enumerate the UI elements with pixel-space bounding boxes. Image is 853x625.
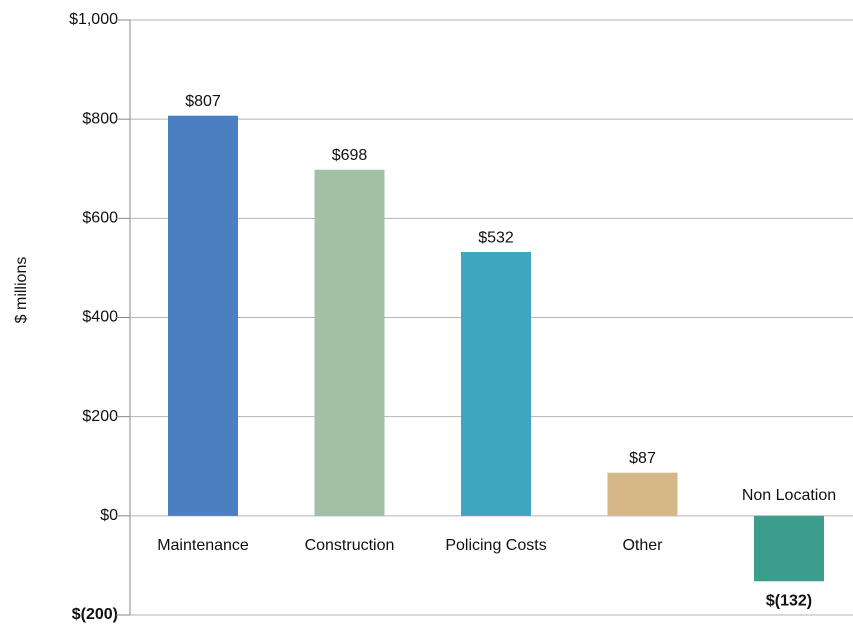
bar (461, 252, 531, 516)
x-tick-label: Construction (305, 537, 395, 554)
y-tick-label: $800 (82, 110, 118, 127)
y-tick-label: $200 (82, 408, 118, 425)
y-tick-label: $(200) (72, 606, 118, 623)
x-tick-label: Maintenance (157, 537, 249, 554)
y-tick-label: $0 (100, 507, 118, 524)
y-tick-label: $600 (82, 210, 118, 227)
value-label: $532 (478, 229, 514, 246)
bar (607, 472, 678, 516)
value-label: $(132) (766, 593, 812, 610)
bar (754, 515, 824, 582)
y-tick-label: $1,000 (69, 11, 118, 28)
y-axis-label: $ millions (13, 257, 30, 324)
x-tick-label: Policing Costs (445, 537, 546, 554)
bar (314, 169, 385, 516)
value-label: $87 (629, 450, 656, 467)
x-tick-label: Non Location (742, 487, 836, 504)
value-label: $698 (332, 147, 368, 164)
x-tick-label: Other (622, 537, 663, 554)
bar (168, 115, 238, 516)
y-tick-label: $400 (82, 309, 118, 326)
value-label: $807 (185, 93, 221, 110)
